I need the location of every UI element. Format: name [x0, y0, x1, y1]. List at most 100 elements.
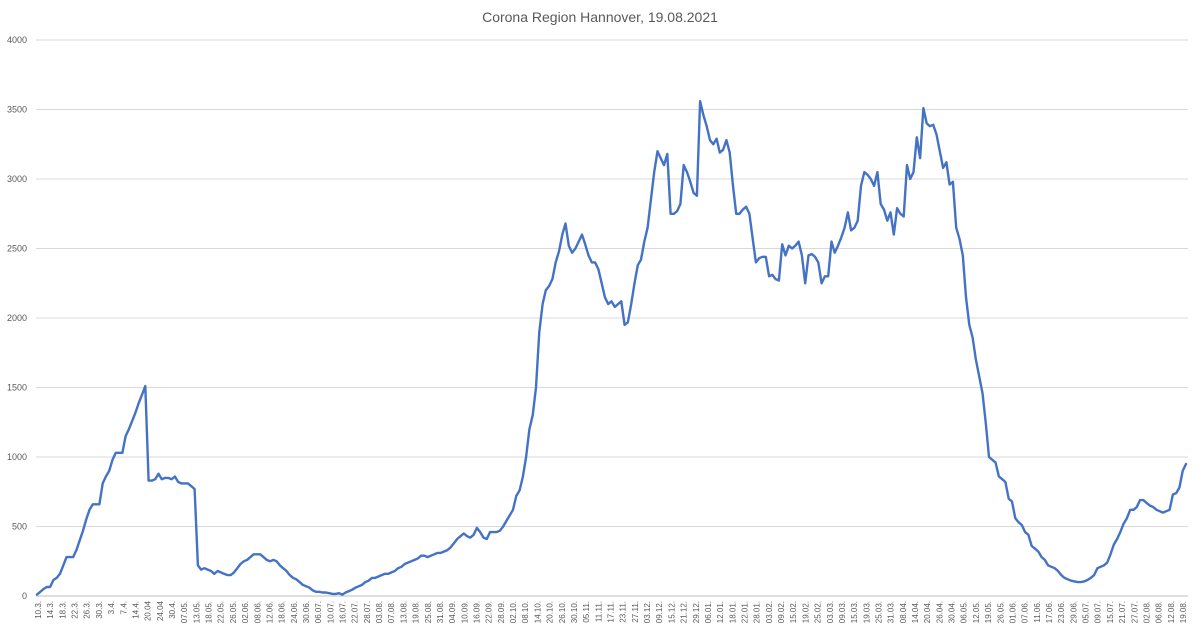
x-tick-label: 24.04: [156, 600, 165, 621]
x-tick-label: 04.09.: [448, 601, 457, 623]
x-tick-label: 06.08.: [1155, 601, 1164, 623]
x-tick-label: 25.08.: [424, 601, 433, 623]
x-tick-label: 22.07.: [351, 601, 360, 623]
x-tick-label: 18.01.: [728, 601, 737, 623]
x-tick-label: 14.4.: [131, 601, 140, 619]
x-tick-label: 09.12.: [655, 601, 664, 623]
x-tick-label: 22.01.: [740, 601, 749, 623]
x-tick-label: 10.09.: [460, 601, 469, 623]
x-tick-label: 23.06.: [1057, 601, 1066, 623]
x-tick-label: 19.02.: [801, 601, 810, 623]
x-tick-label: 24.06.: [290, 601, 299, 623]
x-tick-label: 17.11.: [607, 601, 616, 623]
y-tick-label: 3000: [7, 174, 27, 184]
x-tick-label: 26.10.: [558, 601, 567, 623]
x-tick-label: 06.07.: [314, 601, 323, 623]
x-tick-label: 20.04.: [923, 601, 932, 623]
x-tick-label: 25.02.: [814, 601, 823, 623]
y-tick-label: 1500: [7, 383, 27, 393]
y-axis-ticks: 0 500 1000 1500 2000 2500 3000 3500 4000: [7, 35, 27, 601]
x-tick-label: 12.01.: [716, 601, 725, 623]
x-tick-label: 15.12.: [667, 601, 676, 623]
x-tick-label: 09.03.: [838, 601, 847, 623]
x-tick-label: 19.03.: [862, 601, 871, 623]
x-tick-label: 31.03.: [887, 601, 896, 623]
x-tick-label: 18.3.: [58, 601, 67, 619]
y-tick-label: 2500: [7, 244, 27, 254]
x-tick-label: 28.09.: [497, 601, 506, 623]
x-axis-ticks: 10.3. 14.3. 18.3. 22.3. 26.3. 30.3. 3.4. 7.4. 14…: [34, 600, 1188, 623]
x-tick-label: 05.07.: [1082, 601, 1091, 623]
x-tick-label: 14.10.: [533, 601, 542, 623]
x-tick-label: 08.04.: [899, 601, 908, 623]
x-tick-label: 11.06.: [1033, 601, 1042, 623]
x-tick-label: 26.04.: [935, 601, 944, 623]
x-tick-label: 07.08.: [387, 601, 396, 623]
x-tick-label: 13.08.: [399, 601, 408, 623]
x-tick-label: 16.07.: [339, 601, 348, 623]
y-tick-label: 4000: [7, 35, 27, 45]
x-tick-label: 18.05.: [205, 601, 214, 623]
chart-title: Corona Region Hannover, 19.08.2021: [482, 9, 718, 25]
x-tick-label: 3.4.: [107, 601, 116, 614]
x-tick-label: 02.08.: [1142, 601, 1151, 623]
x-tick-label: 03.02.: [765, 601, 774, 623]
x-tick-label: 02.10.: [509, 601, 518, 623]
x-tick-label: 23.11.: [619, 601, 628, 623]
x-tick-label: 20.04: [144, 600, 153, 621]
x-tick-label: 13.05.: [192, 601, 201, 623]
x-tick-label: 19.08.: [412, 601, 421, 623]
x-tick-label: 18.06.: [278, 601, 287, 623]
x-tick-label: 19.08.: [1179, 601, 1188, 623]
x-tick-label: 16.09.: [473, 601, 482, 623]
x-tick-label: 19.05.: [984, 601, 993, 623]
x-tick-label: 27.11.: [631, 601, 640, 623]
x-tick-label: 25.03.: [874, 601, 883, 623]
x-tick-label: 30.3.: [95, 601, 104, 619]
x-tick-label: 28.01.: [753, 601, 762, 623]
x-tick-label: 06.01.: [704, 601, 713, 623]
x-tick-label: 08.10.: [521, 601, 530, 623]
y-tick-label: 2000: [7, 313, 27, 323]
x-tick-label: 14.04.: [911, 601, 920, 623]
x-tick-label: 14.3.: [46, 601, 55, 619]
x-tick-label: 27.07.: [1130, 601, 1139, 623]
series-layer: [35, 99, 1188, 596]
x-tick-label: 29.12.: [692, 601, 701, 623]
x-tick-label: 26.05.: [229, 601, 238, 623]
x-tick-label: 11.11.: [594, 601, 603, 622]
x-tick-label: 30.06.: [302, 601, 311, 623]
x-tick-label: 15.02.: [789, 601, 798, 623]
y-tick-label: 1000: [7, 452, 27, 462]
x-tick-label: 30.4.: [168, 601, 177, 619]
x-tick-label: 7.4.: [119, 601, 128, 614]
x-tick-label: 10.07.: [326, 601, 335, 623]
x-tick-label: 03.12.: [643, 601, 652, 623]
x-tick-label: 09.07.: [1094, 601, 1103, 623]
x-tick-label: 12.06.: [265, 601, 274, 623]
x-tick-label: 26.05.: [996, 601, 1005, 623]
x-tick-label: 09.02.: [777, 601, 786, 623]
series-line: [35, 99, 1188, 596]
x-tick-label: 30.10.: [570, 601, 579, 623]
x-tick-label: 08.06.: [253, 601, 262, 623]
x-tick-label: 07.06.: [1021, 601, 1030, 623]
x-tick-label: 21.07.: [1118, 601, 1127, 623]
x-tick-label: 02.06.: [241, 601, 250, 623]
x-tick-label: 01.06.: [1008, 601, 1017, 623]
gridlines: [36, 39, 1188, 597]
x-tick-label: 15.07.: [1106, 601, 1115, 623]
x-tick-label: 03.03.: [826, 601, 835, 623]
x-tick-label: 28.07.: [363, 601, 372, 623]
x-tick-label: 29.06.: [1069, 601, 1078, 623]
x-tick-label: 06.05.: [960, 601, 969, 623]
x-tick-label: 22.3.: [71, 601, 80, 619]
x-tick-label: 17.06.: [1045, 601, 1054, 623]
x-tick-label: 15.03.: [850, 601, 859, 623]
y-tick-label: 500: [12, 522, 27, 532]
x-tick-label: 26.3.: [83, 601, 92, 619]
x-tick-label: 03.08.: [375, 601, 384, 623]
y-tick-label: 3500: [7, 105, 27, 115]
x-tick-label: 07.05.: [180, 601, 189, 623]
